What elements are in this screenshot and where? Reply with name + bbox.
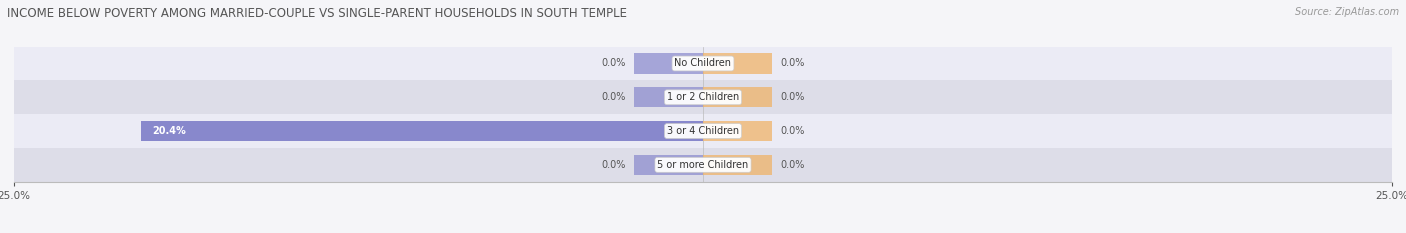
Bar <box>634 155 703 175</box>
Text: 20.4%: 20.4% <box>152 126 186 136</box>
Bar <box>634 87 703 107</box>
Bar <box>14 47 1392 80</box>
Text: 0.0%: 0.0% <box>780 92 804 102</box>
Bar <box>14 148 1392 182</box>
Text: 0.0%: 0.0% <box>602 92 626 102</box>
Bar <box>703 87 772 107</box>
Text: 1 or 2 Children: 1 or 2 Children <box>666 92 740 102</box>
Bar <box>14 114 1392 148</box>
Text: 0.0%: 0.0% <box>780 58 804 69</box>
Bar <box>703 121 772 141</box>
Text: 0.0%: 0.0% <box>602 160 626 170</box>
Bar <box>703 53 772 74</box>
Text: No Children: No Children <box>675 58 731 69</box>
Text: 5 or more Children: 5 or more Children <box>658 160 748 170</box>
Bar <box>634 53 703 74</box>
Text: Source: ZipAtlas.com: Source: ZipAtlas.com <box>1295 7 1399 17</box>
Text: 3 or 4 Children: 3 or 4 Children <box>666 126 740 136</box>
Text: INCOME BELOW POVERTY AMONG MARRIED-COUPLE VS SINGLE-PARENT HOUSEHOLDS IN SOUTH T: INCOME BELOW POVERTY AMONG MARRIED-COUPL… <box>7 7 627 20</box>
Bar <box>141 121 703 141</box>
Bar <box>14 80 1392 114</box>
Text: 0.0%: 0.0% <box>780 160 804 170</box>
Text: 0.0%: 0.0% <box>780 126 804 136</box>
Text: 0.0%: 0.0% <box>602 58 626 69</box>
Bar <box>703 155 772 175</box>
